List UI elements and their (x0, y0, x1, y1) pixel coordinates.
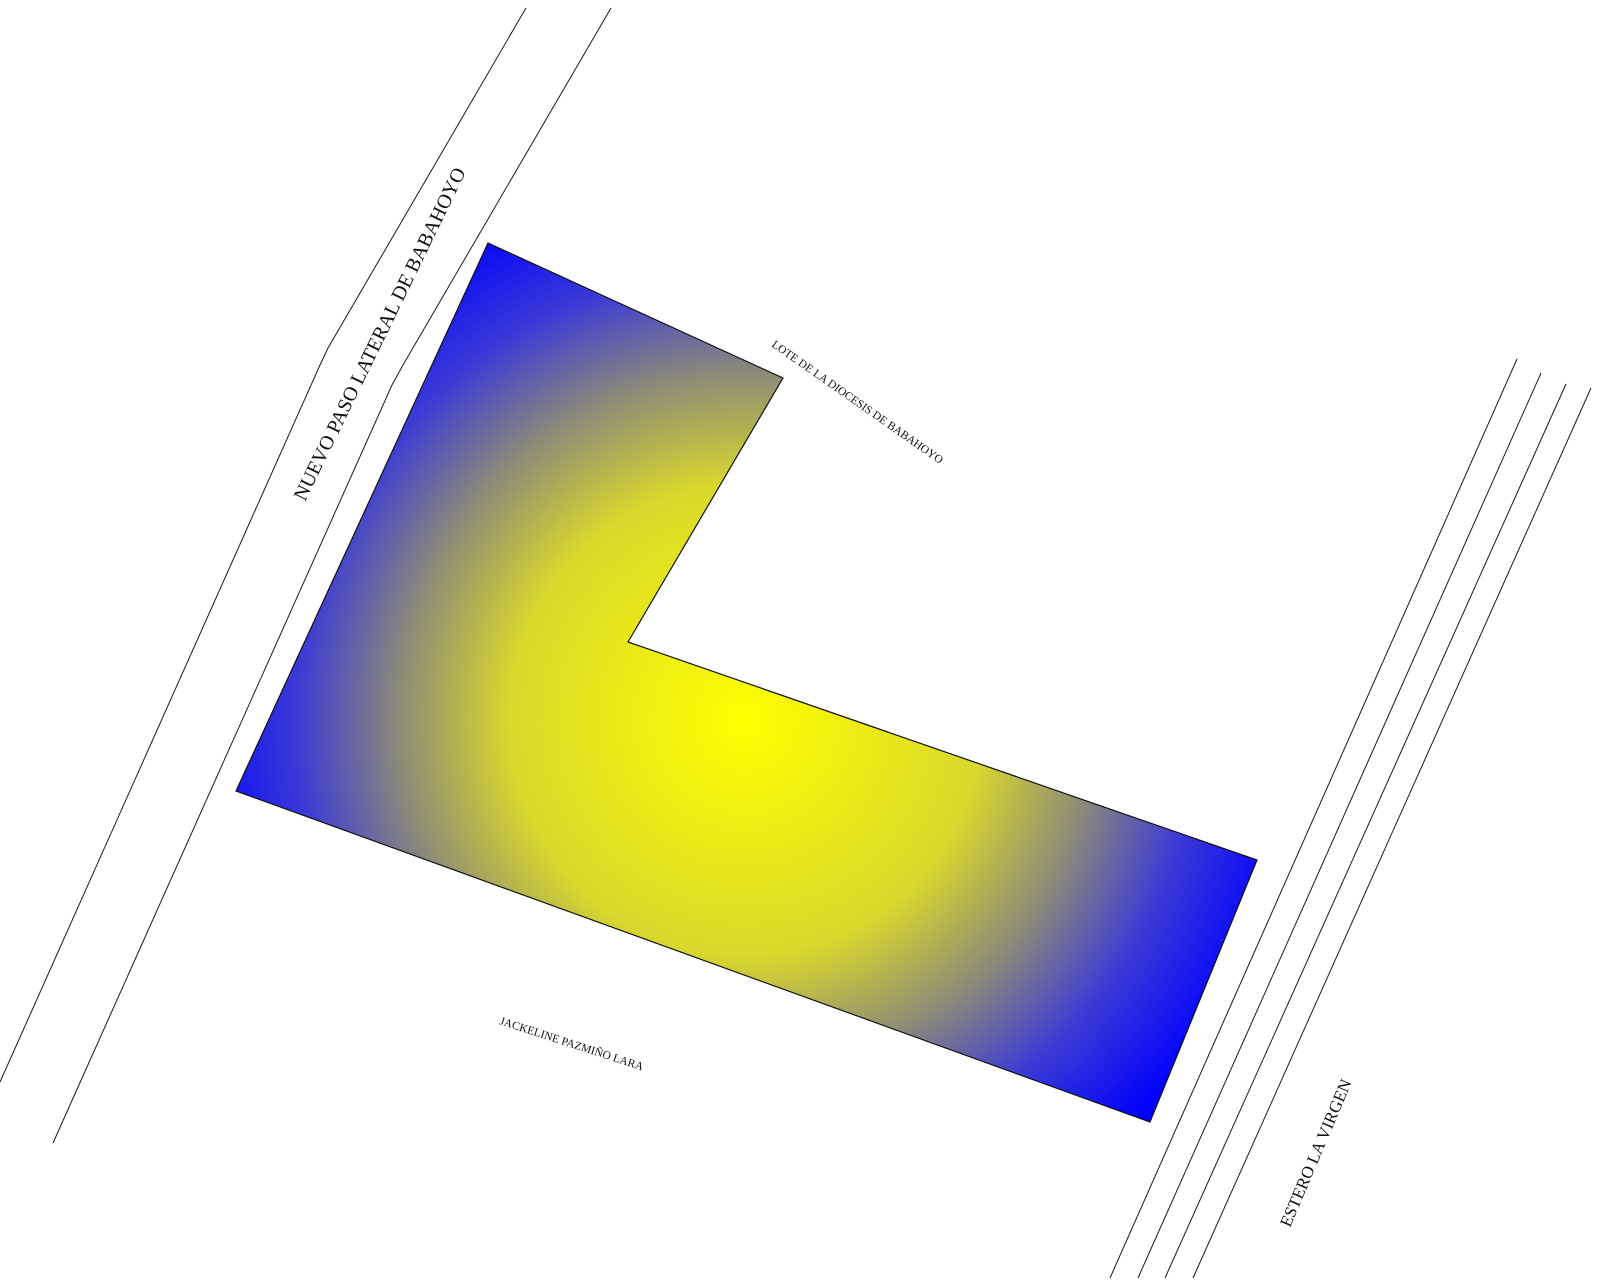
estuary-label: ESTERO LA VIRGEN (1276, 1076, 1355, 1229)
neighbor-south-label: JACKELINE PAZMIÑO LARA (498, 1014, 646, 1074)
lot-boundary (235, 242, 1258, 1123)
estuary-line-3 (1164, 383, 1567, 1279)
neighbor-north-label: LOTE DE LA DIOCESIS DE BABAHOYO (769, 339, 945, 467)
estuary-line-2 (1137, 372, 1542, 1279)
road-edge-inner (52, 7, 612, 1144)
road-lines (0, 7, 612, 1144)
estuary-line-1 (1109, 358, 1518, 1279)
estuary-line-4 (1192, 387, 1592, 1279)
estuary-lines (1109, 358, 1592, 1279)
road-edge-outer (0, 7, 527, 1083)
